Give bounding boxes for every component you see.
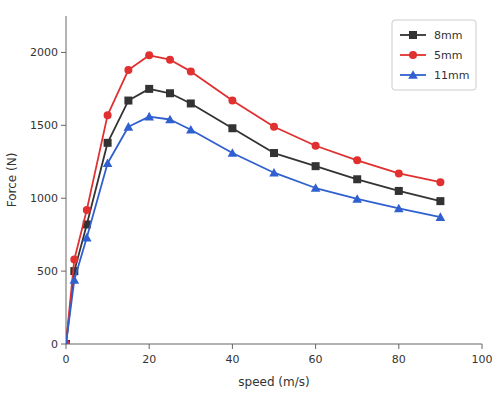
legend-label: 5mm bbox=[434, 49, 462, 62]
x-tick bbox=[66, 344, 67, 349]
y-tick-label: 1500 bbox=[30, 119, 58, 132]
x-tick bbox=[232, 344, 233, 349]
chart-container: 0204060801000500100015002000speed (m/s)F… bbox=[0, 0, 500, 396]
data-point bbox=[436, 197, 444, 205]
data-point bbox=[66, 339, 71, 344]
y-tick bbox=[61, 125, 66, 126]
data-point bbox=[436, 212, 446, 221]
series bbox=[66, 51, 444, 344]
data-point bbox=[186, 125, 196, 134]
data-point bbox=[395, 187, 403, 195]
data-point bbox=[166, 56, 174, 64]
series bbox=[66, 85, 444, 344]
data-point bbox=[312, 142, 320, 150]
data-point bbox=[103, 158, 113, 167]
data-point bbox=[228, 124, 236, 132]
x-tick-label: 80 bbox=[392, 353, 406, 366]
data-point bbox=[124, 122, 134, 131]
data-point bbox=[145, 85, 153, 93]
data-point bbox=[165, 115, 175, 124]
data-point bbox=[270, 123, 278, 131]
data-point bbox=[145, 51, 153, 59]
data-point bbox=[104, 111, 112, 119]
legend-marker bbox=[409, 31, 417, 39]
data-point bbox=[82, 233, 92, 242]
x-tick-label: 20 bbox=[142, 353, 156, 366]
series bbox=[66, 112, 445, 344]
data-point bbox=[70, 255, 78, 263]
y-tick-label: 500 bbox=[37, 265, 58, 278]
y-tick bbox=[61, 271, 66, 272]
data-point bbox=[66, 340, 70, 344]
y-tick-label: 1000 bbox=[30, 192, 58, 205]
data-point bbox=[436, 178, 444, 186]
data-point bbox=[395, 169, 403, 177]
y-axis-label: Force (N) bbox=[5, 153, 19, 208]
data-point bbox=[124, 66, 132, 74]
data-point bbox=[269, 168, 279, 177]
legend-label: 11mm bbox=[434, 69, 469, 82]
data-point bbox=[66, 340, 70, 344]
data-point bbox=[353, 175, 361, 183]
y-tick bbox=[61, 198, 66, 199]
data-point bbox=[124, 97, 132, 105]
legend-frame bbox=[392, 20, 476, 90]
data-point bbox=[228, 97, 236, 105]
data-point bbox=[311, 183, 321, 192]
data-point bbox=[394, 204, 404, 213]
legend-label: 8mm bbox=[434, 29, 462, 42]
data-point bbox=[166, 89, 174, 97]
legend-marker bbox=[408, 70, 418, 79]
data-point bbox=[228, 148, 238, 157]
data-point bbox=[104, 139, 112, 147]
x-tick bbox=[482, 344, 483, 349]
x-tick bbox=[398, 344, 399, 349]
x-tick-label: 0 bbox=[63, 353, 70, 366]
y-tick-label: 0 bbox=[51, 338, 58, 351]
x-tick bbox=[149, 344, 150, 349]
data-point bbox=[83, 206, 91, 214]
data-point bbox=[187, 99, 195, 107]
series-line bbox=[66, 89, 440, 344]
data-point bbox=[144, 112, 154, 121]
legend: 8mm 5mm 11mm bbox=[392, 20, 476, 90]
x-axis-line bbox=[66, 344, 482, 345]
x-tick bbox=[315, 344, 316, 349]
y-tick bbox=[61, 344, 66, 345]
series-line bbox=[66, 117, 440, 344]
series-line bbox=[66, 55, 440, 344]
data-point bbox=[353, 156, 361, 164]
plot-area bbox=[66, 51, 445, 344]
legend-marker bbox=[409, 51, 417, 59]
data-point bbox=[70, 275, 80, 284]
data-point bbox=[312, 162, 320, 170]
x-tick-label: 60 bbox=[309, 353, 323, 366]
data-point bbox=[270, 149, 278, 157]
y-axis-line bbox=[66, 16, 67, 344]
x-tick-label: 40 bbox=[225, 353, 239, 366]
x-tick-label: 100 bbox=[472, 353, 493, 366]
chart: 0204060801000500100015002000speed (m/s)F… bbox=[0, 0, 500, 396]
y-tick-label: 2000 bbox=[30, 46, 58, 59]
data-point bbox=[187, 67, 195, 75]
x-axis-label: speed (m/s) bbox=[238, 375, 309, 389]
data-point bbox=[352, 194, 362, 203]
y-tick bbox=[61, 52, 66, 53]
